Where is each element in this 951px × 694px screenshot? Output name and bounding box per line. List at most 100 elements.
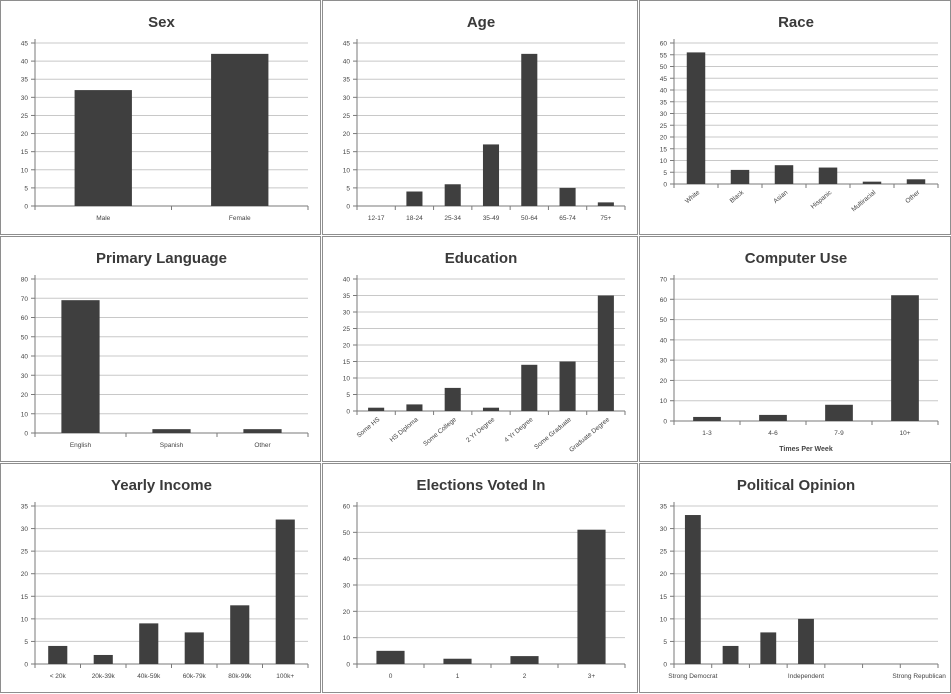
y-tick-label: 30 — [343, 583, 351, 590]
y-tick-label: 30 — [660, 111, 668, 118]
chart-title: Education — [445, 250, 518, 267]
bar — [444, 184, 461, 206]
chart-panel-9: Political Opinion 0 5 10 15 20 25 30 35 Strong De… — [639, 463, 951, 693]
y-tick-label: 25 — [21, 549, 29, 556]
x-tick-label: 3+ — [588, 673, 596, 680]
bar — [559, 361, 576, 411]
y-tick-label: 15 — [21, 149, 29, 156]
y-tick-label: 45 — [21, 41, 29, 48]
y-tick-label: 25 — [343, 326, 351, 333]
y-tick-label: 50 — [660, 317, 668, 324]
y-tick-label: 45 — [343, 41, 351, 48]
chart-svg: Race 0 5 10 15 20 25 30 35 40 45 50 55 60 White Black As… — [660, 14, 939, 213]
x-tick-label: Some HS — [356, 416, 382, 440]
x-tick-label: Strong Democrat — [668, 673, 717, 680]
y-tick-label: 0 — [346, 204, 350, 211]
y-tick-label: 25 — [660, 123, 668, 130]
bar — [482, 407, 500, 411]
x-tick-label: 50-64 — [521, 215, 538, 222]
y-tick-label: 15 — [343, 359, 351, 366]
bar — [862, 181, 882, 184]
chart-title: Computer Use — [745, 250, 848, 267]
chart-panel-7: Yearly Income 0 5 10 15 20 25 30 35 < 20k 20k-39k 4… — [0, 463, 321, 693]
x-tick-label: 80k-99k — [228, 673, 252, 680]
y-tick-label: 70 — [660, 277, 668, 284]
bar — [444, 387, 461, 411]
y-tick-label: 10 — [21, 411, 29, 418]
chart-svg: Education 0 5 10 15 20 25 30 35 40 Some HS HS Diplo… — [343, 250, 626, 454]
bar — [139, 623, 159, 664]
bar — [521, 364, 538, 411]
y-tick-label: 10 — [21, 167, 29, 174]
x-tick-label: Some College — [422, 416, 458, 448]
x-tick-label: 20k-39k — [92, 673, 116, 680]
chart-svg: Yearly Income 0 5 10 15 20 25 30 35 < 20k 20k-39k 4… — [21, 477, 309, 680]
y-tick-label: 30 — [21, 373, 29, 380]
y-tick-label: 55 — [660, 52, 668, 59]
chart-panel-3: Race 0 5 10 15 20 25 30 35 40 45 50 55 60 White Black As… — [639, 0, 951, 235]
y-tick-label: 40 — [343, 556, 351, 563]
x-tick-label: 2 Yr Degree — [465, 416, 497, 444]
y-tick-label: 40 — [343, 59, 351, 66]
y-tick-label: 20 — [660, 135, 668, 142]
y-tick-label: 30 — [343, 310, 351, 317]
y-tick-label: 20 — [21, 392, 29, 399]
y-tick-label: 40 — [660, 337, 668, 344]
x-tick-label: English — [70, 442, 92, 449]
bar — [774, 165, 794, 184]
y-tick-label: 40 — [21, 354, 29, 361]
x-tick-label: Hispanic — [810, 189, 834, 211]
bar — [510, 656, 539, 664]
x-tick-label: 1-3 — [702, 430, 712, 437]
y-tick-label: 0 — [663, 419, 667, 426]
x-tick-label: Other — [254, 442, 271, 449]
y-tick-label: 35 — [343, 293, 351, 300]
y-tick-label: 10 — [343, 376, 351, 383]
x-tick-label: 25-34 — [444, 215, 461, 222]
y-tick-label: 25 — [343, 113, 351, 120]
x-tick-label: 2 — [523, 673, 527, 680]
x-tick-label: 4-6 — [768, 430, 778, 437]
x-tick-label: 60k-79k — [183, 673, 207, 680]
x-tick-label: Other — [904, 189, 922, 205]
x-tick-label: 10+ — [899, 430, 910, 437]
bar — [693, 416, 721, 421]
y-tick-label: 35 — [343, 77, 351, 84]
y-tick-label: 10 — [660, 398, 668, 405]
chart-title: Age — [467, 14, 495, 31]
bar — [577, 529, 606, 664]
y-tick-label: 60 — [21, 315, 29, 322]
y-tick-label: 20 — [660, 378, 668, 385]
y-tick-label: 20 — [343, 131, 351, 138]
y-tick-label: 35 — [660, 99, 668, 106]
y-tick-label: 50 — [343, 530, 351, 537]
x-tick-label: Black — [729, 189, 746, 205]
y-tick-label: 20 — [21, 571, 29, 578]
x-tick-label: Strong Republican — [892, 673, 946, 680]
chart-svg: Political Opinion 0 5 10 15 20 25 30 35 Strong De… — [660, 477, 946, 680]
bar — [559, 187, 576, 206]
bar — [61, 300, 100, 433]
y-tick-label: 35 — [660, 504, 668, 511]
x-tick-label: Graduate Degree — [568, 416, 611, 454]
chart-title: Race — [778, 14, 814, 31]
bar — [74, 90, 132, 206]
y-tick-label: 20 — [660, 571, 668, 578]
y-tick-label: 50 — [660, 64, 668, 71]
x-tick-label: Independent — [788, 673, 824, 680]
chart-svg: Primary Language 0 10 20 30 40 50 60 70 80 English… — [21, 250, 309, 449]
x-tick-label: Spanish — [160, 442, 184, 449]
y-tick-label: 40 — [660, 88, 668, 95]
bar — [406, 191, 423, 206]
y-tick-label: 0 — [346, 409, 350, 416]
y-tick-label: 35 — [21, 504, 29, 511]
y-tick-label: 5 — [663, 170, 667, 177]
bar — [406, 404, 423, 411]
y-tick-label: 30 — [21, 95, 29, 102]
bar — [443, 658, 472, 664]
bar — [376, 650, 405, 664]
bar — [891, 295, 919, 421]
y-tick-label: 15 — [343, 149, 351, 156]
y-tick-label: 20 — [343, 343, 351, 350]
x-tick-label: Female — [229, 215, 251, 222]
